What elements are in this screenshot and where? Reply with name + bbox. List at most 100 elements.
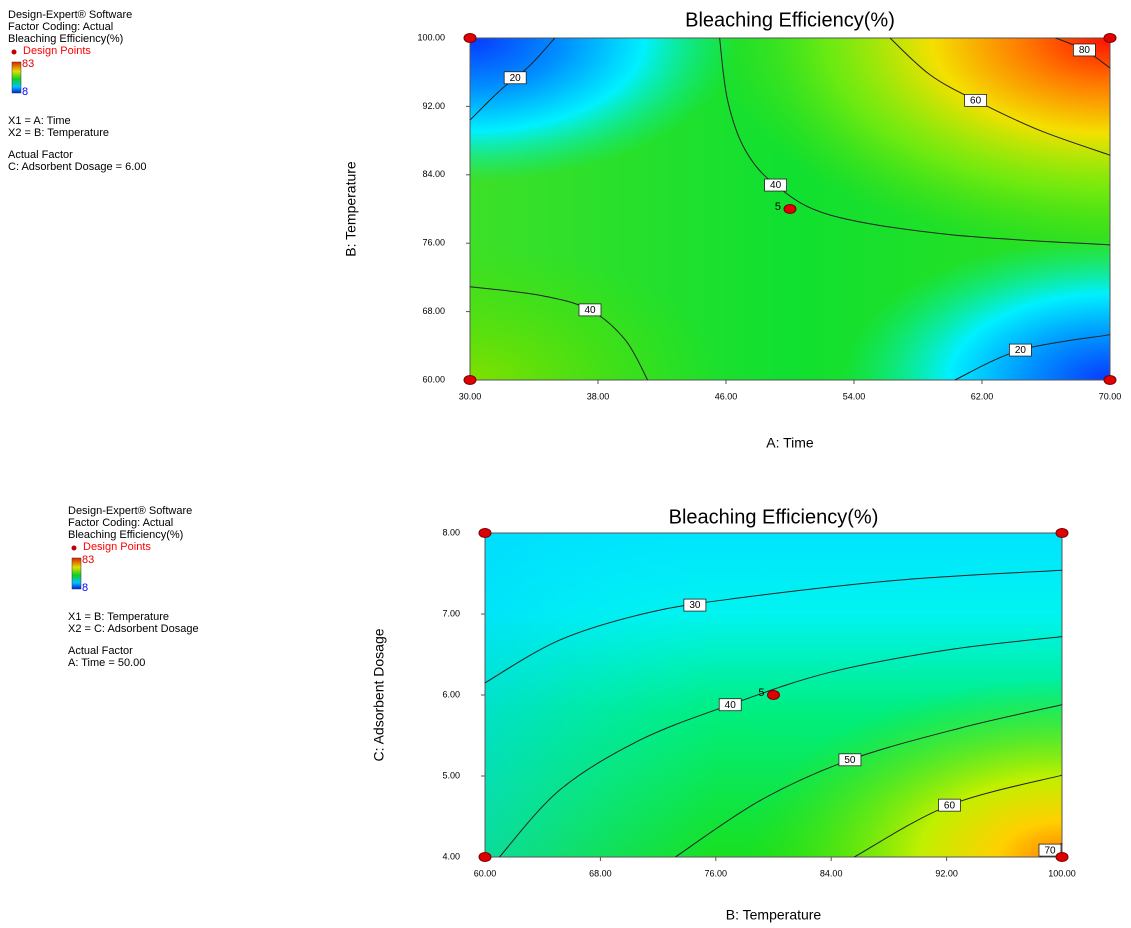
- sidebar-coding: Factor Coding: Actual: [68, 517, 173, 529]
- contour-label-box: [964, 94, 987, 107]
- contour-line: [719, 37, 1111, 246]
- contour-label-box: [1009, 343, 1032, 357]
- colorbar-max: 83: [22, 58, 34, 70]
- design-point: [1055, 528, 1069, 538]
- design-point: [1055, 852, 1069, 862]
- replicate-count: 5: [775, 201, 781, 213]
- sidebar-response: Bleaching Efficiency(%): [68, 529, 183, 541]
- x-tick-label: 68.00: [589, 868, 612, 878]
- design-point: [478, 852, 492, 862]
- x-tick-label: 38.00: [587, 391, 610, 401]
- contour-label-text: 40: [770, 180, 782, 191]
- contour-label-text: 20: [510, 73, 522, 84]
- x-tick-label: 46.00: [715, 391, 738, 401]
- design-point: [783, 204, 797, 214]
- legend-design-points: Design Points: [83, 541, 151, 553]
- contour-label: 80: [1073, 43, 1096, 57]
- contour-label-box: [1038, 843, 1062, 857]
- sidebar-software: Design-Expert® Software: [68, 505, 192, 517]
- contour-label-box: [683, 598, 707, 612]
- replicate-count: 5: [758, 687, 764, 699]
- y-tick-label: 4.00: [442, 851, 460, 861]
- colorbar-max: 83: [82, 554, 94, 566]
- contour-label-text: 60: [944, 800, 956, 811]
- x-tick-label: 70.00: [1099, 391, 1122, 401]
- contour-label-text: 30: [689, 600, 701, 611]
- contour-label-box: [503, 71, 527, 85]
- contour-label-box: [1073, 43, 1096, 57]
- legend-design-points: Design Points: [23, 45, 91, 57]
- x-tick-label: 60.00: [474, 868, 497, 878]
- contour-label: 20: [1009, 343, 1032, 357]
- colorbar-min: 8: [22, 86, 28, 98]
- contour-label-text: 20: [1015, 345, 1027, 356]
- design-point: [1103, 375, 1117, 385]
- contour-label-text: 50: [844, 755, 856, 766]
- y-tick-label: 68.00: [422, 306, 445, 316]
- sidebar-factor-heading: Actual Factor: [68, 645, 133, 657]
- design-point: [463, 375, 477, 385]
- y-tick-label: 8.00: [442, 527, 460, 537]
- contour-label: 40: [764, 178, 787, 192]
- contour-line: [484, 569, 1063, 684]
- contour-label-text: 80: [1079, 45, 1091, 56]
- design-point: [478, 528, 492, 538]
- contour-label-text: 70: [1044, 845, 1056, 856]
- contour-label-text: 40: [584, 305, 596, 316]
- y-tick-label: 84.00: [422, 169, 445, 179]
- contour-label-box: [938, 798, 961, 812]
- y-axis-title: B: Temperature: [343, 161, 359, 257]
- legend-marker: [71, 545, 77, 551]
- y-tick-label: 5.00: [442, 770, 460, 780]
- chart-title: Bleaching Efficiency(%): [685, 9, 895, 31]
- contour-label: 40: [578, 303, 602, 317]
- sidebar-factor-heading: Actual Factor: [8, 149, 73, 161]
- contour-label-text: 40: [725, 700, 737, 711]
- sidebar-x1: X1 = A: Time: [8, 115, 71, 127]
- x-tick-label: 84.00: [820, 868, 843, 878]
- y-axis-title: C: Adsorbent Dosage: [371, 628, 387, 761]
- contour-label-box: [718, 698, 742, 712]
- contour-label: 50: [838, 753, 862, 767]
- sidebar-x2: X2 = B: Temperature: [8, 127, 109, 139]
- sidebar-software: Design-Expert® Software: [8, 9, 132, 21]
- contour-label: 40: [718, 698, 742, 712]
- x-tick-label: 30.00: [459, 391, 482, 401]
- design-point: [767, 690, 780, 700]
- y-tick-label: 76.00: [422, 238, 445, 248]
- y-tick-label: 92.00: [422, 101, 445, 111]
- design-point: [1103, 33, 1117, 43]
- x-tick-label: 100.00: [1048, 868, 1076, 878]
- y-tick-label: 60.00: [422, 374, 445, 384]
- x-tick-label: 62.00: [971, 391, 994, 401]
- contour-label-text: 60: [970, 96, 982, 107]
- contour-label-box: [578, 303, 602, 317]
- contour-label-box: [838, 753, 862, 767]
- sidebar-x1: X1 = B: Temperature: [68, 611, 169, 623]
- colorbar: [71, 557, 82, 590]
- x-tick-label: 92.00: [935, 868, 958, 878]
- contour-label-box: [764, 178, 787, 192]
- chart-title: Bleaching Efficiency(%): [669, 506, 879, 528]
- contour-label: 20: [503, 71, 527, 85]
- colorbar: [11, 61, 22, 94]
- colorbar-min: 8: [82, 582, 88, 594]
- plot-frame: [469, 37, 1111, 381]
- sidebar-x2: X2 = C: Adsorbent Dosage: [68, 623, 199, 635]
- contour-label: 70: [1038, 843, 1062, 857]
- contour-label: 60: [964, 94, 987, 107]
- x-axis-title: B: Temperature: [726, 907, 822, 923]
- design-point: [463, 33, 477, 43]
- contour-label: 30: [683, 598, 707, 612]
- legend-marker: [11, 49, 17, 55]
- sidebar-coding: Factor Coding: Actual: [8, 21, 113, 33]
- x-tick-label: 54.00: [843, 391, 866, 401]
- sidebar-factor: A: Time = 50.00: [68, 657, 145, 669]
- x-axis-title: A: Time: [766, 435, 814, 451]
- sidebar-factor: C: Adsorbent Dosage = 6.00: [8, 161, 147, 173]
- x-tick-label: 76.00: [705, 868, 728, 878]
